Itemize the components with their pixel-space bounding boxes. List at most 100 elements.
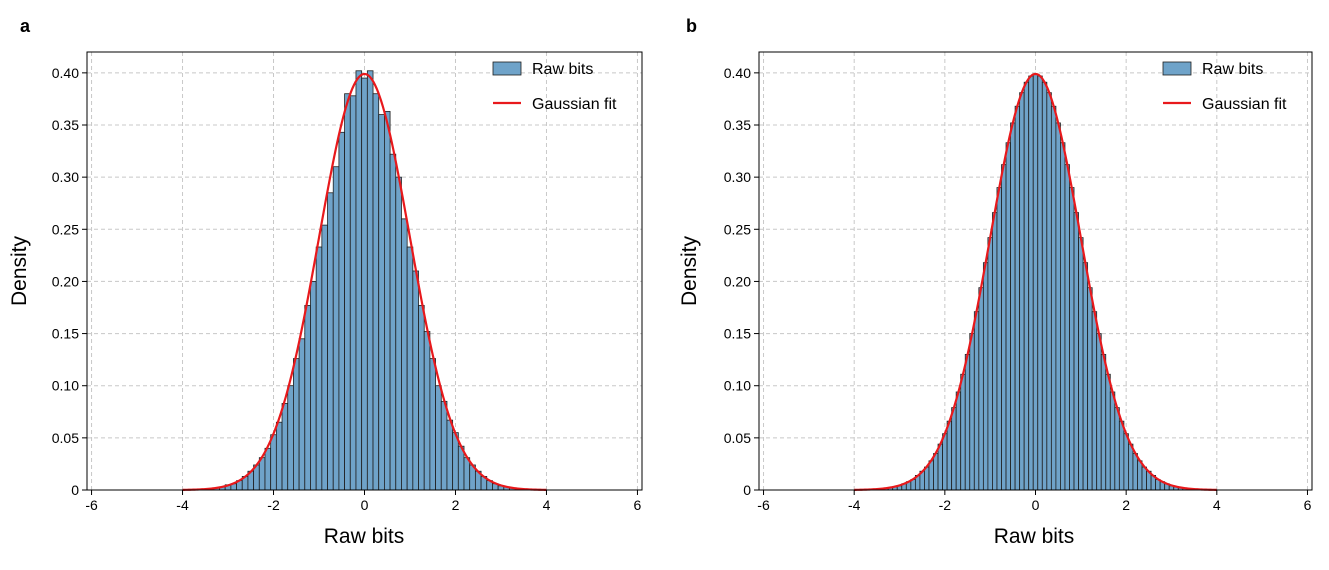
histogram-bar — [1118, 420, 1125, 491]
histogram-bar — [327, 192, 334, 491]
chart-panel-b: b -6 -4 -2 0 2 4 6 0 0.05 0.10 0.15 0.20 0.25 0.30 0.3… — [678, 16, 1313, 548]
histogram-bar — [452, 432, 459, 491]
histogram-bar — [973, 311, 980, 491]
x-tick-label: 0 — [361, 497, 369, 513]
y-tick-label: 0.20 — [52, 273, 79, 289]
histogram-bar — [1014, 105, 1021, 491]
y-axis-label: Density — [678, 235, 701, 306]
y-tick-label: 0.05 — [52, 430, 79, 446]
histogram-bar — [293, 358, 300, 491]
histogram-bar — [1032, 73, 1039, 491]
histogram-bar — [1046, 92, 1052, 491]
histogram-bar — [1055, 122, 1061, 491]
x-tick-label: -4 — [176, 497, 189, 513]
histogram-bar — [332, 166, 340, 491]
x-tick-label: 2 — [452, 497, 460, 513]
histogram-bar — [378, 114, 385, 491]
histogram-bar — [463, 457, 471, 491]
histogram-bar — [969, 333, 975, 491]
legend: Raw bits Gaussian fit — [1162, 61, 1287, 113]
histogram-bar — [924, 466, 930, 491]
histogram-bar — [275, 421, 283, 491]
histogram-bar — [1114, 407, 1120, 491]
y-tick-label: 0.05 — [724, 430, 751, 446]
histogram-bar — [281, 403, 289, 491]
y-axis-label: Density — [8, 235, 31, 306]
histogram-bar — [1082, 262, 1089, 491]
histogram-bar — [1096, 333, 1102, 491]
y-tick-label: 0.40 — [52, 65, 79, 81]
x-tick-label: -2 — [267, 497, 280, 513]
y-tick-label: 0.20 — [724, 273, 751, 289]
y-tick-label: 0.30 — [52, 169, 79, 185]
histogram-bar — [435, 385, 442, 491]
histogram-bar — [1105, 373, 1111, 491]
histogram-bar — [355, 70, 363, 491]
histogram-bar — [1041, 81, 1048, 491]
histogram-bar — [338, 131, 345, 491]
x-tick-label: 6 — [634, 497, 642, 513]
histogram-bar — [423, 331, 431, 491]
axis-ticks: -6 -4 -2 0 2 4 6 0 0.05 0.10 0.15 0.20 0.25 0.30 0.35 0… — [52, 65, 642, 513]
histogram-bar — [1100, 354, 1107, 491]
y-tick-label: 0.15 — [52, 326, 79, 342]
grid — [87, 52, 642, 491]
histogram-bar — [406, 246, 414, 491]
histogram-bar — [401, 218, 408, 491]
legend-label-gaussian-fit: Gaussian fit — [532, 96, 617, 113]
histogram-bar — [1123, 433, 1129, 491]
histogram-bar — [955, 391, 962, 491]
y-tick-label: 0.40 — [724, 65, 751, 81]
x-tick-label: 2 — [1122, 497, 1130, 513]
histogram-bar — [429, 358, 436, 491]
y-tick-label: 0.35 — [724, 117, 751, 133]
histogram-bar — [321, 224, 328, 491]
histogram-bar — [446, 419, 454, 491]
histogram-bar — [304, 305, 311, 491]
histogram-bar — [1010, 122, 1016, 491]
histogram-bar — [1060, 142, 1066, 491]
histogram-bar — [1028, 75, 1034, 491]
x-tick-label: 4 — [1213, 497, 1221, 513]
x-tick-label: 6 — [1304, 497, 1312, 513]
histogram-bar — [1064, 164, 1070, 491]
histogram-bar — [987, 237, 993, 491]
legend-label-raw-bits: Raw bits — [1202, 61, 1263, 78]
x-tick-label: 0 — [1032, 497, 1040, 513]
histogram-bar — [1137, 460, 1143, 491]
histogram-bar — [1023, 81, 1030, 491]
x-tick-label: -6 — [757, 497, 770, 513]
histogram-bar — [1109, 391, 1116, 491]
y-tick-label: 0.15 — [724, 326, 751, 342]
histogram-bar — [349, 95, 357, 491]
legend-label-raw-bits: Raw bits — [532, 61, 593, 78]
y-tick-label: 0.25 — [724, 221, 751, 237]
legend-swatch-raw-bits — [1162, 61, 1192, 76]
histogram-bar — [942, 433, 948, 491]
panel-label: b — [686, 16, 697, 36]
y-tick-label: 0.35 — [52, 117, 79, 133]
histogram-bar — [372, 93, 380, 491]
x-axis-label: Raw bits — [994, 525, 1075, 548]
histogram-bar — [978, 287, 984, 491]
histogram-bar — [1073, 212, 1079, 491]
histogram-bar — [258, 457, 266, 491]
histogram-bar — [937, 443, 943, 491]
x-tick-label: 4 — [543, 497, 551, 513]
histogram-bar — [1091, 311, 1098, 491]
y-tick-label: 0.10 — [724, 378, 751, 394]
axis-ticks: -6 -4 -2 0 2 4 6 0 0.05 0.10 0.15 0.20 0.25 0.30 0.35 0… — [724, 65, 1312, 513]
histogram-bar — [298, 338, 306, 491]
y-tick-label: 0 — [743, 482, 751, 498]
histogram-bar — [1037, 75, 1043, 491]
histogram-bar — [1005, 142, 1011, 491]
histogram-bar — [1069, 187, 1075, 491]
x-axis-label: Raw bits — [324, 525, 405, 548]
histogram-bar — [361, 77, 368, 491]
histogram-bar — [310, 281, 317, 491]
chart-panel-a: a -6 -4 -2 0 2 4 6 0 0.05 0.10 0.15 0.20 0.25 0.30 0.3… — [8, 16, 643, 548]
histogram-bar — [457, 445, 465, 491]
histogram-bar — [946, 420, 953, 491]
histogram-bar — [264, 447, 272, 491]
